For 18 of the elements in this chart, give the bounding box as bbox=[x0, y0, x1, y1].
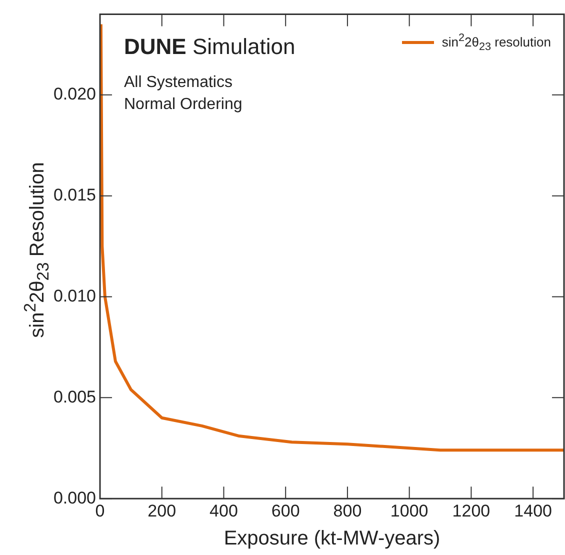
x-tick-label: 800 bbox=[333, 501, 362, 520]
y-tick-label: 0.000 bbox=[53, 488, 96, 508]
x-axis-title: Exposure (kt-MW-years) bbox=[224, 528, 440, 550]
x-tick-label: 1200 bbox=[452, 501, 490, 520]
x-tick-label: 0 bbox=[95, 501, 105, 520]
y-tick-label: 0.010 bbox=[53, 286, 96, 306]
y-tick-label: 0.020 bbox=[53, 84, 96, 104]
x-tick-label: 1400 bbox=[514, 501, 552, 520]
x-tick-label: 200 bbox=[148, 501, 176, 520]
y-tick-label: 0.015 bbox=[53, 186, 96, 205]
legend-label: sin$^{2}$2θ$_{23}$ resolution bbox=[442, 32, 551, 53]
x-tick-label: 1000 bbox=[390, 501, 428, 520]
y-tick-label: 0.005 bbox=[53, 387, 96, 406]
annotation: All Systematics bbox=[124, 73, 234, 93]
x-tick-label: 400 bbox=[210, 501, 238, 520]
annotation: Normal Ordering bbox=[124, 95, 244, 115]
x-tick-label: 600 bbox=[271, 501, 300, 520]
annotation: DUNE Simulation bbox=[124, 34, 296, 60]
